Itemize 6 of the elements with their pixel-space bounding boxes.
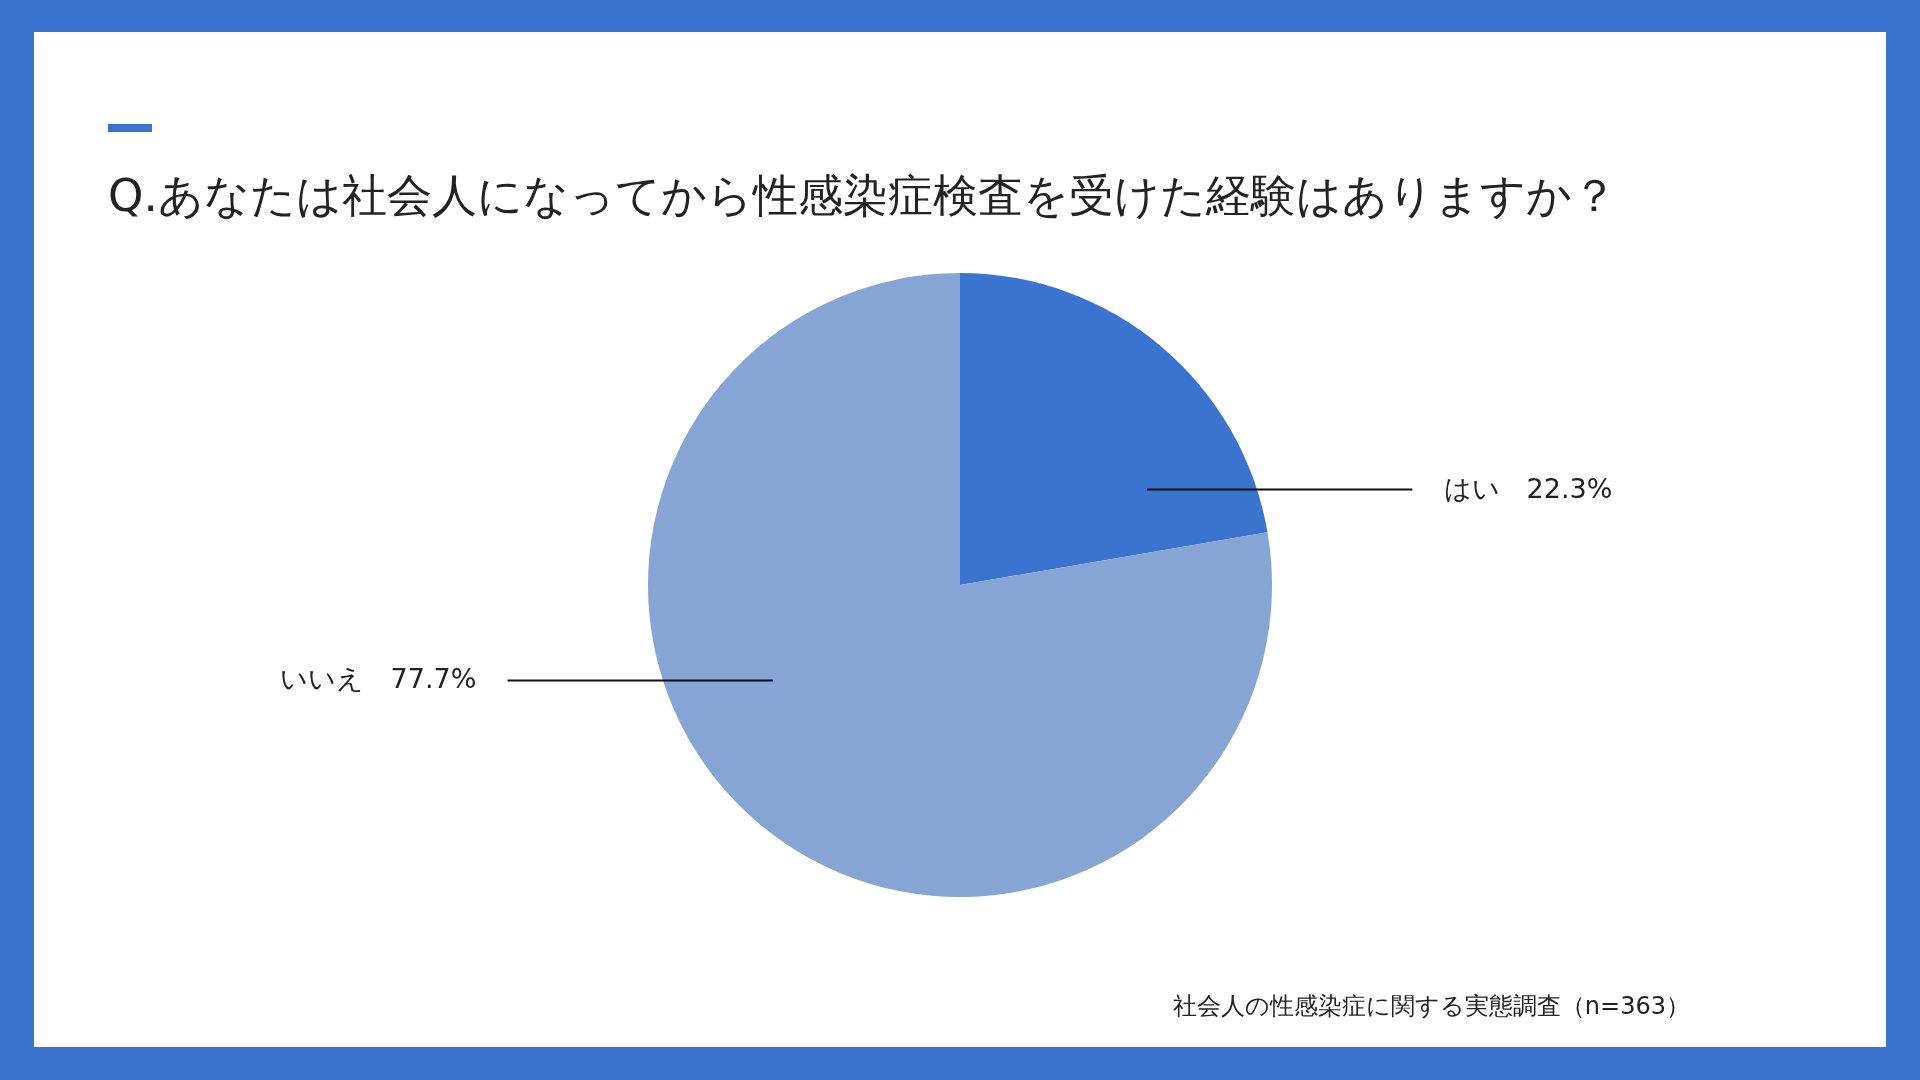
slice-label: いいえ 77.7%: [279, 663, 477, 695]
pie-slice: [648, 273, 1272, 897]
chart-title: Q.あなたは社会人になってから性感染症検査を受けた経験はありますか？: [108, 168, 1617, 224]
pie-slice: [960, 273, 1268, 585]
text: 社会人の性感染症に関する実態調査（n=363）: [1172, 991, 1690, 1022]
slice-label: はい 22.3%: [1443, 472, 1613, 504]
